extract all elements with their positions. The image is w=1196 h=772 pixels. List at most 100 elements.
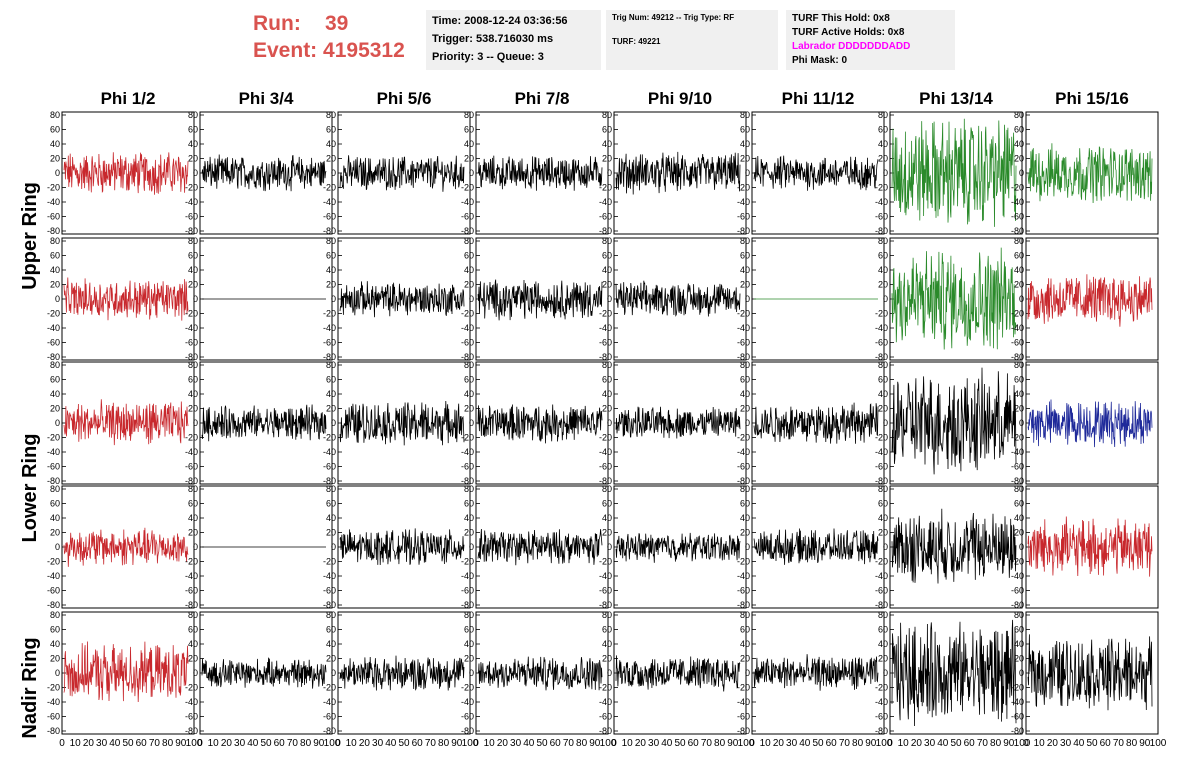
y-tick-label: -40	[599, 697, 612, 707]
x-tick-label: 20	[635, 738, 647, 749]
y-tick-label: -80	[875, 726, 888, 736]
y-tick-label: 0	[469, 418, 474, 428]
y-tick-label: -20	[737, 183, 750, 193]
y-tick-label: 20	[188, 654, 198, 664]
waveform-r1-c7	[891, 118, 1017, 227]
y-tick-label: 0	[193, 668, 198, 678]
y-tick-label: -40	[323, 323, 336, 333]
y-tick-label: -60	[47, 712, 60, 722]
y-tick-label: -80	[737, 226, 750, 236]
y-tick-label: 0	[1019, 294, 1024, 304]
y-tick-label: -40	[875, 571, 888, 581]
y-tick-label: -20	[737, 557, 750, 567]
x-tick-label: 50	[260, 738, 272, 749]
y-tick-label: -40	[323, 697, 336, 707]
y-tick-label: -80	[461, 476, 474, 486]
turf-info-box: TURF This Hold: 0x8 TURF Active Holds: 0…	[786, 10, 955, 70]
y-tick-label: -40	[737, 197, 750, 207]
y-tick-label: -80	[185, 726, 198, 736]
y-tick-label: 60	[50, 125, 60, 135]
y-tick-label: 80	[740, 610, 750, 620]
y-tick-label: 20	[740, 280, 750, 290]
y-tick-label: -60	[461, 712, 474, 722]
y-tick-label: -80	[875, 476, 888, 486]
event-label: Event:	[253, 39, 318, 62]
waveform-r5-c5	[615, 655, 741, 692]
x-tick-label: 80	[1126, 738, 1138, 749]
y-tick-label: -80	[1011, 726, 1024, 736]
x-tick-label: 90	[451, 738, 463, 749]
y-tick-label: -40	[875, 447, 888, 457]
turf-hold-text: TURF This Hold: 0x8	[792, 13, 890, 24]
y-tick-label: -40	[47, 323, 60, 333]
x-tick-label: 70	[839, 738, 851, 749]
y-tick-label: -40	[47, 697, 60, 707]
column-header-5: Phi 9/10	[648, 89, 712, 108]
y-tick-label: 40	[50, 639, 60, 649]
y-tick-label: -80	[461, 352, 474, 362]
y-tick-label: 0	[745, 542, 750, 552]
y-tick-label: 80	[50, 484, 60, 494]
y-tick-label: 40	[50, 513, 60, 523]
y-tick-label: 20	[326, 528, 336, 538]
y-tick-label: 40	[464, 139, 474, 149]
y-tick-label: 20	[740, 404, 750, 414]
x-tick-label: 20	[911, 738, 923, 749]
trig-info-box: Trig Num: 49212 -- Trig Type: RF TURF: 4…	[606, 10, 778, 70]
waveform-r3-c7	[891, 367, 1017, 475]
y-tick-label: -80	[185, 476, 198, 486]
y-tick-label: 0	[607, 418, 612, 428]
y-tick-label: 60	[50, 625, 60, 635]
y-tick-label: -20	[599, 433, 612, 443]
y-tick-label: -60	[323, 712, 336, 722]
y-tick-label: 0	[883, 418, 888, 428]
y-tick-label: 40	[602, 639, 612, 649]
x-tick-label: 0	[749, 738, 755, 749]
y-tick-label: -80	[599, 600, 612, 610]
y-tick-label: 60	[740, 251, 750, 261]
y-tick-label: 20	[1014, 280, 1024, 290]
y-tick-label: -40	[1011, 323, 1024, 333]
y-tick-label: -20	[1011, 183, 1024, 193]
y-tick-label: 20	[326, 654, 336, 664]
y-tick-label: -40	[323, 447, 336, 457]
x-tick-label: 70	[287, 738, 299, 749]
y-tick-label: 80	[326, 360, 336, 370]
y-tick-label: 0	[331, 668, 336, 678]
y-tick-label: 60	[50, 499, 60, 509]
waveform-r2-c3	[339, 281, 465, 318]
y-tick-label: -80	[461, 726, 474, 736]
y-tick-label: 40	[464, 389, 474, 399]
y-tick-label: -80	[185, 226, 198, 236]
x-tick-label: 100	[1014, 738, 1031, 749]
y-tick-label: 40	[464, 513, 474, 523]
y-tick-label: 40	[464, 265, 474, 275]
x-tick-label: 10	[1034, 738, 1046, 749]
y-tick-label: -40	[875, 197, 888, 207]
x-tick-label: 20	[773, 738, 785, 749]
y-tick-label: -40	[461, 323, 474, 333]
y-tick-label: -20	[47, 309, 60, 319]
y-tick-label: 40	[464, 639, 474, 649]
y-tick-label: 20	[50, 404, 60, 414]
y-tick-label: 20	[878, 154, 888, 164]
y-tick-label: -20	[599, 309, 612, 319]
waveform-r1-c4	[477, 155, 603, 191]
x-tick-label: 80	[990, 738, 1002, 749]
y-tick-label: -20	[323, 683, 336, 693]
y-tick-label: 60	[1014, 625, 1024, 635]
x-tick-label: 40	[937, 738, 949, 749]
waveform-r3-c2	[201, 404, 327, 442]
y-tick-label: 40	[878, 265, 888, 275]
time-info-box: Time: 2008-12-24 03:36:56 Trigger: 538.7…	[426, 10, 601, 70]
x-tick-label: 80	[438, 738, 450, 749]
y-tick-label: 40	[188, 639, 198, 649]
y-tick-label: -60	[737, 712, 750, 722]
priority-text: Priority: 3 -- Queue: 3	[432, 51, 544, 63]
y-tick-label: 20	[1014, 154, 1024, 164]
y-tick-label: 0	[1019, 668, 1024, 678]
y-tick-label: -40	[47, 447, 60, 457]
waveform-r1-c5	[615, 151, 741, 195]
x-tick-label: 30	[786, 738, 798, 749]
y-tick-label: -60	[185, 712, 198, 722]
